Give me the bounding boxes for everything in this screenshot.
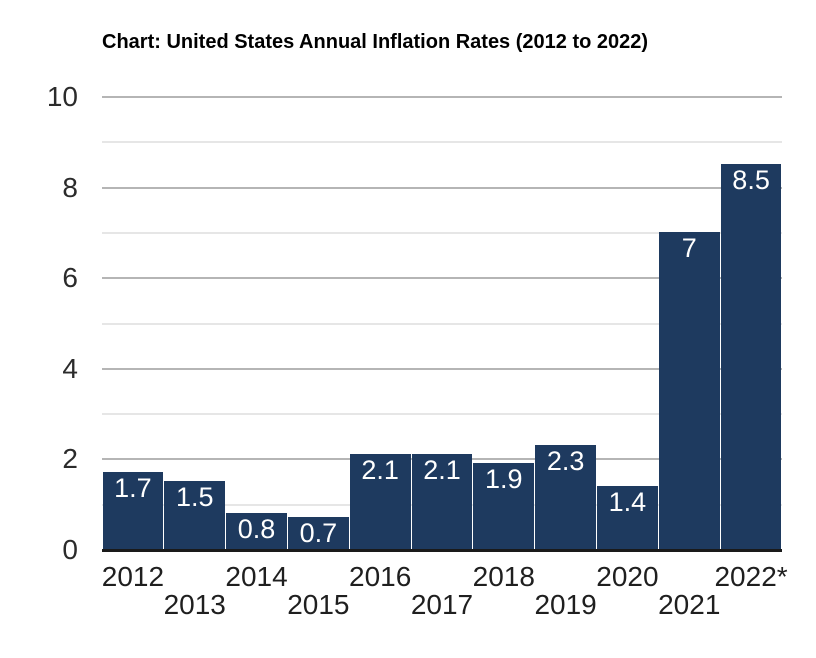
gridline-major [102,186,782,189]
y-tick-label: 2 [62,443,78,475]
bar-2015: 0.7 [287,517,349,549]
bar-value-label: 8.5 [732,164,770,195]
bar-2019: 2.3 [535,444,597,549]
x-tick-label: 2020 [596,561,659,592]
x-tick-label: 2014 [225,561,288,592]
gridline-minor [102,231,782,234]
bar-value-label: 1.9 [485,463,523,494]
bar-2014: 0.8 [226,512,287,549]
plot-area: 1.7 1.5 0.8 0.7 2.1 2.1 1.9 2.3 1.4 7 8.5 [102,96,782,549]
x-axis-line [102,549,782,552]
bar-2017: 2.1 [411,453,473,549]
x-tick-label: 2019 [534,589,597,620]
bar-2012: 1.7 [102,472,164,549]
bar-2016: 2.1 [349,453,411,549]
bar-2018: 1.9 [473,462,535,549]
x-tick-label: 2016 [349,561,412,592]
bar-value-label: 7 [681,232,697,263]
bar-2020: 1.4 [597,485,658,549]
y-tick-label: 4 [62,352,78,384]
gridline-major [102,96,782,98]
y-tick-label: 8 [62,171,78,203]
bar-value-label: 1.5 [175,482,214,513]
bar-2013: 1.5 [164,481,226,549]
bar-value-label: 0.7 [299,518,338,549]
bar-value-label: 0.8 [237,513,276,544]
bar-value-label: 1.7 [114,473,152,503]
bar-value-label: 1.4 [608,486,647,517]
chart-title: Chart: United States Annual Inflation Ra… [102,31,649,53]
gridline-minor [102,322,782,325]
gridline-major [102,277,782,280]
gridline-minor [102,141,782,144]
x-tick-label: 2015 [287,589,350,620]
bar-2022*: 8.5 [720,163,782,549]
x-tick-label: 2018 [472,561,535,592]
y-tick-label: 10 [46,81,78,112]
x-tick-label: 2022* [714,561,788,592]
y-tick-label: 0 [62,534,78,565]
bar-value-label: 2.1 [423,454,461,485]
x-tick-label: 2012 [101,561,165,592]
y-tick-label: 6 [62,262,78,294]
x-tick-label: 2013 [163,589,226,620]
x-tick-label: 2017 [410,589,474,620]
bar-value-label: 2.3 [546,445,585,476]
gridline-minor [102,413,782,416]
bar-2021: 7 [658,231,720,549]
gridline-major [102,367,782,370]
x-tick-label: 2021 [658,589,721,620]
bar-value-label: 2.1 [361,454,399,485]
